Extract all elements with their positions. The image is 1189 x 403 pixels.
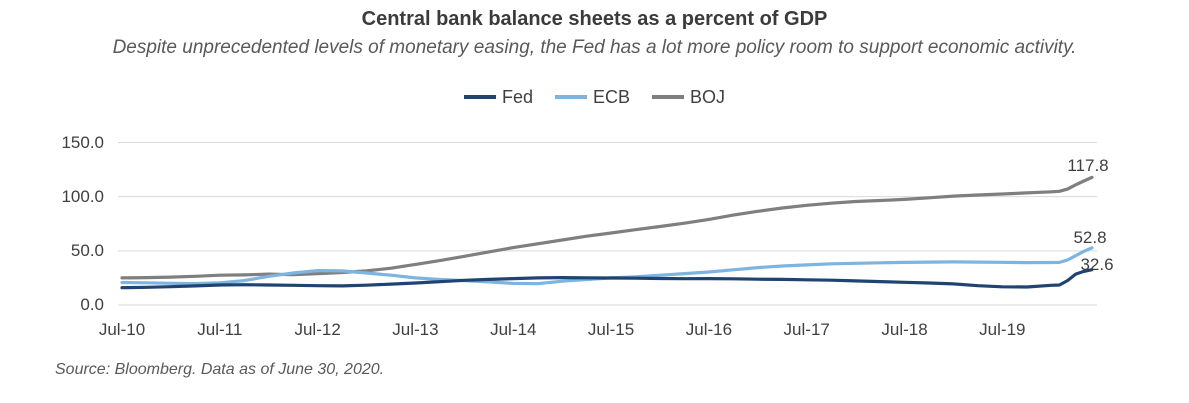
x-axis-tick-Jul-19: Jul-19 [979, 320, 1026, 339]
x-axis-tick-Jul-16: Jul-16 [685, 320, 733, 339]
legend-label-fed: Fed [501, 86, 533, 107]
legend-item-boj: BOJ [652, 87, 725, 108]
x-axis-tick-Jul-10: Jul-10 [98, 320, 146, 339]
chart-title: Central bank balance sheets as a percent… [361, 8, 828, 30]
x-axis-tick-Jul-13: Jul-13 [392, 320, 439, 339]
x-axis-tick-Jul-15: Jul-15 [587, 320, 635, 339]
ecb-line-swatch [555, 95, 587, 99]
chart-legend: Fed ECB BOJ [0, 86, 1189, 108]
boj-line [120, 175, 1094, 280]
x-axis-tick-Jul-14: Jul-14 [490, 320, 537, 339]
fed-line [120, 268, 1094, 290]
ecb-line [120, 246, 1094, 286]
legend-item-fed: Fed [463, 86, 533, 108]
ecb-end-value-label: 52.8 [1073, 227, 1107, 247]
fed-line-swatch [463, 95, 496, 99]
legend-label-boj: BOJ [690, 86, 726, 107]
boj-end-value-label: 117.8 [1067, 156, 1109, 176]
legend-item-ecb: ECB [555, 87, 630, 108]
y-axis-tick-0.0: 0.0 [80, 295, 104, 314]
y-axis-tick-100.0: 100.0 [61, 186, 104, 206]
chart-subtitle: Despite unprecedented levels of monetary… [112, 37, 1077, 58]
source-note: Source: Bloomberg. Data as of June 30, 2… [55, 361, 385, 378]
legend-label-ecb: ECB [593, 86, 631, 107]
fed-end-value-label: 32.6 [1080, 254, 1114, 274]
x-axis-tick-Jul-12: Jul-12 [294, 320, 341, 339]
x-axis-tick-Jul-11: Jul-11 [197, 320, 243, 339]
x-axis-tick-Jul-17: Jul-17 [783, 320, 830, 339]
boj-line-swatch [652, 95, 685, 99]
x-axis-tick-Jul-18: Jul-18 [881, 320, 928, 339]
y-axis-tick-50.0: 50.0 [70, 240, 104, 260]
y-axis-tick-150.0: 150.0 [61, 132, 104, 152]
